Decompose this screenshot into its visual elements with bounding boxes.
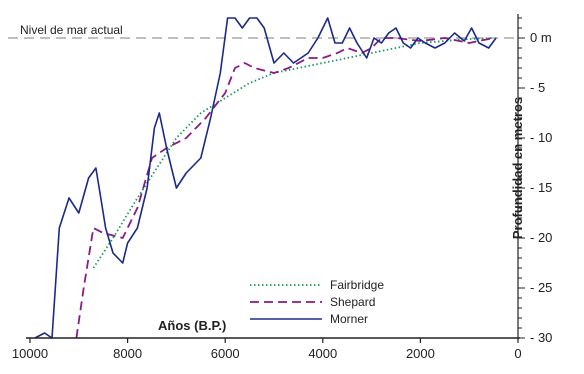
y-tick-label: - 20 [530,230,552,245]
x-ticks: 10000 8000 6000 4000 2000 0 [12,338,522,361]
y-ticks: 0 m - 5 - 10 - 15 - 20 - 25 - 30 [518,17,552,345]
x-axis-title: Años (B.P.) [158,318,226,333]
legend-label-morner: Morner [330,312,368,326]
y-tick-label: 0 m [530,30,552,45]
x-tick-label: 0 [514,346,521,361]
y-tick-label: - 25 [530,280,552,295]
y-tick-label: - 10 [530,130,552,145]
x-tick-label: 2000 [406,346,435,361]
x-tick-label: 8000 [113,346,142,361]
y-tick-label: - 5 [530,80,545,95]
x-tick-label: 6000 [211,346,240,361]
series-layer [34,17,497,339]
y-tick-label: - 30 [530,330,552,345]
series-line-morner [34,17,497,339]
y-tick-label: - 15 [530,180,552,195]
legend-label-fairbridge: Fairbridge [330,278,384,292]
series-line-shepard [75,37,494,339]
sea-level-reference-label: Nivel de mar actual [20,23,123,37]
x-tick-label: 4000 [308,346,337,361]
legend-label-shepard: Shepard [330,295,375,309]
legend: Fairbridge Shepard Morner [250,278,384,326]
y-axis-title: Profundidad en metros [510,97,525,239]
x-tick-label: 10000 [12,346,48,361]
